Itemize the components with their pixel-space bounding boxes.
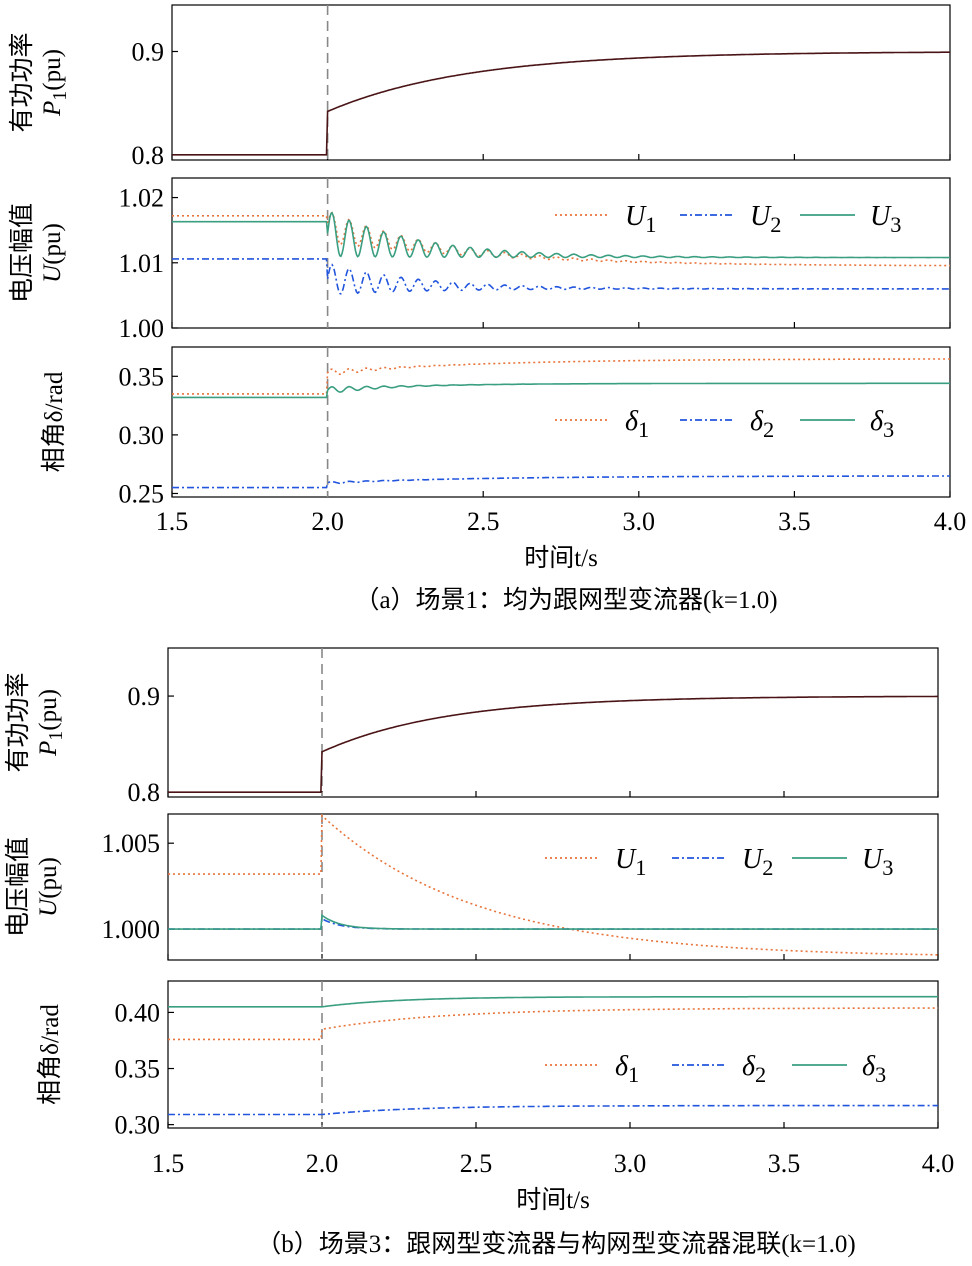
x-axis-label: 时间t/s: [516, 1186, 590, 1214]
legend-label: U1: [615, 844, 646, 880]
y-tick-label: 0.8: [128, 778, 161, 807]
series-line-δ2: [172, 475, 950, 489]
plot-frame: [171, 177, 951, 329]
x-tick-label: 1.5: [152, 1149, 185, 1178]
legend: δ1 δ2 δ3: [555, 406, 894, 442]
legend-label: δ2: [750, 406, 774, 442]
y-tick-label: 0.25: [119, 479, 165, 508]
panel-a-U: 1.00 1.01 1.02 电压幅值 U(pu) U1 U2 U3: [8, 177, 951, 343]
y-axis-symbol: U(pu): [39, 223, 66, 283]
legend-label: δ1: [625, 406, 649, 442]
series-line-U3: [172, 211, 950, 259]
legend-label: U2: [742, 844, 773, 880]
y-axis-symbol: P1(pu): [35, 689, 67, 757]
legend: U1 U2 U3: [555, 201, 901, 237]
x-tick-label: 2.5: [467, 507, 500, 536]
x-tick-label: 3.5: [778, 507, 811, 536]
y-tick-label: 0.8: [132, 141, 165, 170]
series-line-U2: [168, 917, 938, 930]
y-axis-symbol: P1(pu): [39, 49, 71, 117]
y-axis-symbol: U(pu): [35, 857, 62, 917]
legend-label: U2: [750, 201, 781, 237]
y-axis-label: 相角δ/rad: [36, 1004, 64, 1105]
panel-b-D: 0.30 0.35 0.40 相角δ/rad δ1 δ2 δ3: [36, 980, 939, 1140]
legend: U1 U2 U3: [545, 844, 893, 880]
x-axis-label: 时间t/s: [524, 544, 598, 572]
figure-caption: （a）场景1：均为跟网型变流器(k=1.0): [354, 586, 777, 614]
y-tick-label: 1.005: [102, 829, 161, 858]
y-axis-label: 有功功率: [4, 672, 32, 772]
legend-label: U3: [862, 844, 893, 880]
y-axis-label: 相角δ/rad: [40, 371, 68, 472]
plot-frame: [171, 4, 951, 161]
plot-frame: [167, 647, 939, 798]
series-line-U1: [172, 211, 950, 267]
series-line-U2: [172, 258, 950, 295]
panel-a-D: 0.25 0.30 0.35 相角δ/rad δ1 δ2 δ3: [40, 346, 951, 508]
panel-b-U: 1.000 1.005 电压幅值 U(pu) U1 U2 U3: [4, 813, 939, 961]
x-tick-label: 4.0: [934, 507, 967, 536]
y-tick-label: 1.000: [102, 915, 161, 944]
series-line-P1: [172, 51, 950, 156]
y-tick-label: 0.30: [119, 421, 165, 450]
y-tick-label: 0.9: [132, 38, 165, 67]
legend-label: δ3: [870, 406, 894, 442]
series-line-δ3: [172, 382, 950, 399]
series-line-δ3: [168, 995, 938, 1008]
y-tick-label: 0.30: [115, 1111, 161, 1140]
series-line-U3: [168, 913, 938, 930]
y-tick-label: 0.9: [128, 682, 161, 711]
y-axis-label: 电压幅值: [8, 203, 36, 303]
y-tick-label: 0.35: [119, 362, 165, 391]
legend-label: δ1: [615, 1051, 639, 1087]
plot-frame: [171, 346, 951, 498]
y-tick-label: 0.35: [115, 1055, 161, 1084]
x-tick-label: 2.5: [460, 1149, 493, 1178]
series-line-δ1: [172, 358, 950, 395]
y-axis-label: 电压幅值: [4, 837, 32, 937]
plot-frame: [167, 813, 939, 961]
x-tick-label: 2.0: [311, 507, 344, 536]
figure-caption: （b）场景3：跟网型变流器与构网型变流器混联(k=1.0): [256, 1230, 856, 1258]
series-line-U1: [168, 814, 938, 956]
y-tick-label: 1.00: [119, 314, 165, 343]
series-line-P1: [168, 695, 938, 793]
x-tick-label: 2.0: [306, 1149, 339, 1178]
legend-label: δ2: [742, 1051, 766, 1087]
plot-frame: [167, 980, 939, 1129]
series-line-δ2: [168, 1104, 938, 1116]
y-tick-label: 1.01: [119, 249, 165, 278]
x-tick-label: 3.5: [768, 1149, 801, 1178]
x-tick-label: 1.5: [156, 507, 189, 536]
y-axis-label: 有功功率: [8, 32, 36, 132]
x-tick-label: 3.0: [614, 1149, 647, 1178]
legend-label: U1: [625, 201, 656, 237]
legend-label: δ3: [862, 1051, 886, 1087]
legend-label: U3: [870, 201, 901, 237]
panel-a-P: 0.8 0.9 有功功率 P1(pu): [8, 4, 951, 170]
legend: δ1 δ2 δ3: [545, 1051, 886, 1087]
x-tick-label: 3.0: [623, 507, 656, 536]
series-line-δ1: [168, 1007, 938, 1041]
panel-b-P: 0.8 0.9 有功功率 P1(pu): [4, 647, 939, 807]
x-tick-label: 4.0: [922, 1149, 955, 1178]
y-tick-label: 1.02: [119, 184, 165, 213]
y-tick-label: 0.40: [115, 998, 161, 1027]
